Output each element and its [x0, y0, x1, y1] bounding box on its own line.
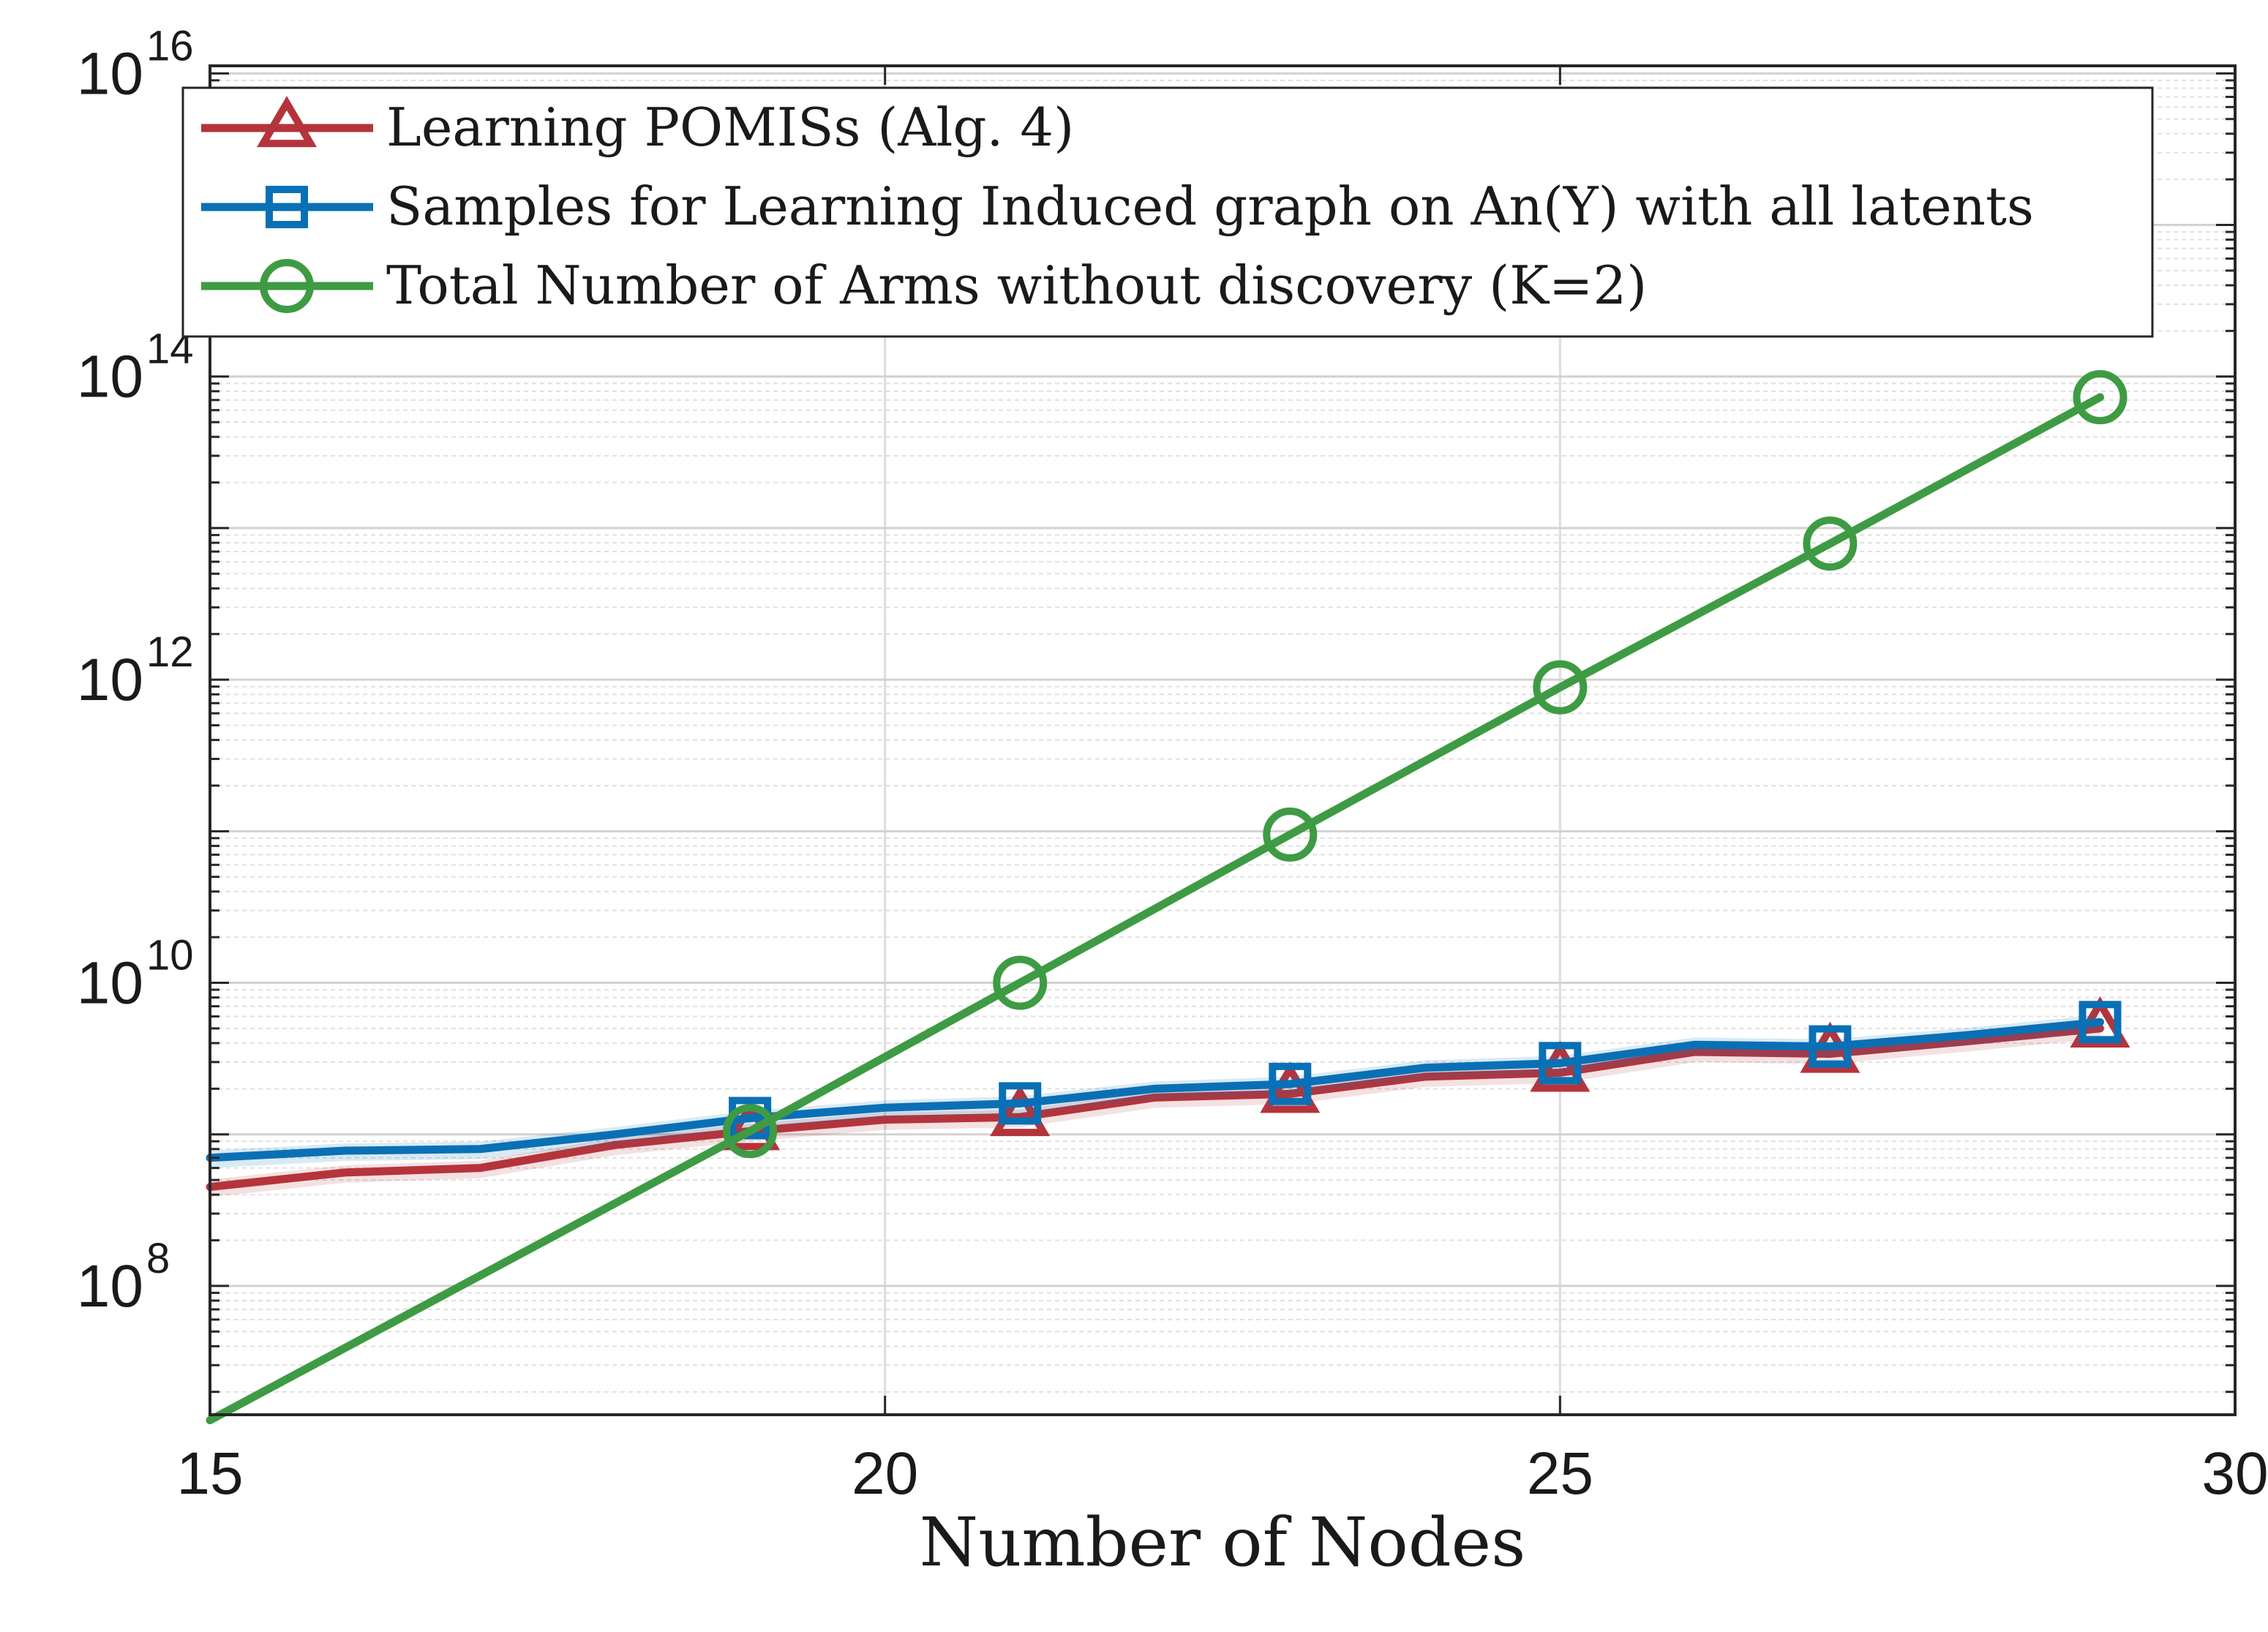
x-tick-label: 20 — [852, 1440, 918, 1507]
data-point-marker — [1539, 1042, 1582, 1085]
legend: Learning POMISs (Alg. 4) Samples for Lear… — [181, 86, 2154, 338]
y-tick-label-exponent: 16 — [146, 22, 194, 69]
data-point-marker — [2073, 370, 2128, 425]
legend-entry: Total Number of Arms without discovery (… — [201, 255, 1647, 316]
data-point-marker — [1260, 1061, 1321, 1113]
legend-marker-circle — [260, 259, 314, 313]
legend-entries: Learning POMISs (Alg. 4) Samples for Lear… — [201, 96, 2034, 316]
series-line — [206, 1024, 2104, 1192]
series-circle — [206, 370, 2128, 1424]
y-tick-label-exponent: 12 — [146, 628, 194, 676]
data-point-marker — [999, 1082, 1042, 1125]
x-axis-label: Number of Nodes — [920, 1503, 1526, 1582]
series-line — [206, 1018, 2104, 1162]
x-tick-label: 30 — [2201, 1440, 2268, 1507]
data-point-marker — [723, 1104, 778, 1159]
x-tick-label: 15 — [176, 1440, 243, 1507]
data-point-marker — [993, 955, 1048, 1010]
y-tick-label-base: 10 — [77, 950, 143, 1017]
y-tick-label-exponent: 10 — [146, 932, 194, 979]
y-tick-label-base: 10 — [77, 647, 143, 713]
data-point-marker — [1269, 1062, 1312, 1105]
y-tick-label-base: 10 — [77, 1253, 143, 1320]
legend-label: Learning POMISs (Alg. 4) — [386, 97, 1074, 158]
y-tick-label-base: 10 — [77, 40, 143, 107]
data-point-marker — [1263, 807, 1318, 862]
data-point-marker — [1803, 516, 1858, 571]
y-tick-label-base: 10 — [77, 344, 143, 410]
data-point-marker — [2079, 1001, 2122, 1044]
x-tick-label: 25 — [1527, 1440, 1593, 1507]
legend-box — [181, 86, 2154, 338]
data-point-marker — [1809, 1025, 1852, 1068]
legend-label: Total Number of Arms without discovery (… — [386, 255, 1647, 316]
legend-label: Samples for Learning Induced graph on An… — [386, 176, 2034, 237]
series-line — [206, 393, 2104, 1424]
legend-marker-square — [266, 186, 308, 228]
legend-marker-triangle — [256, 96, 318, 148]
series-group — [206, 370, 2130, 1424]
legend-entry: Samples for Learning Induced graph on An… — [201, 176, 2034, 237]
y-tick-label-exponent: 8 — [146, 1235, 170, 1282]
legend-entry: Learning POMISs (Alg. 4) — [201, 96, 1074, 158]
data-point-marker — [990, 1085, 1051, 1137]
grid-lines — [210, 66, 2235, 1415]
series-square — [206, 1001, 2122, 1168]
data-point-marker — [1530, 1040, 1591, 1092]
data-point-marker — [1533, 660, 1588, 715]
